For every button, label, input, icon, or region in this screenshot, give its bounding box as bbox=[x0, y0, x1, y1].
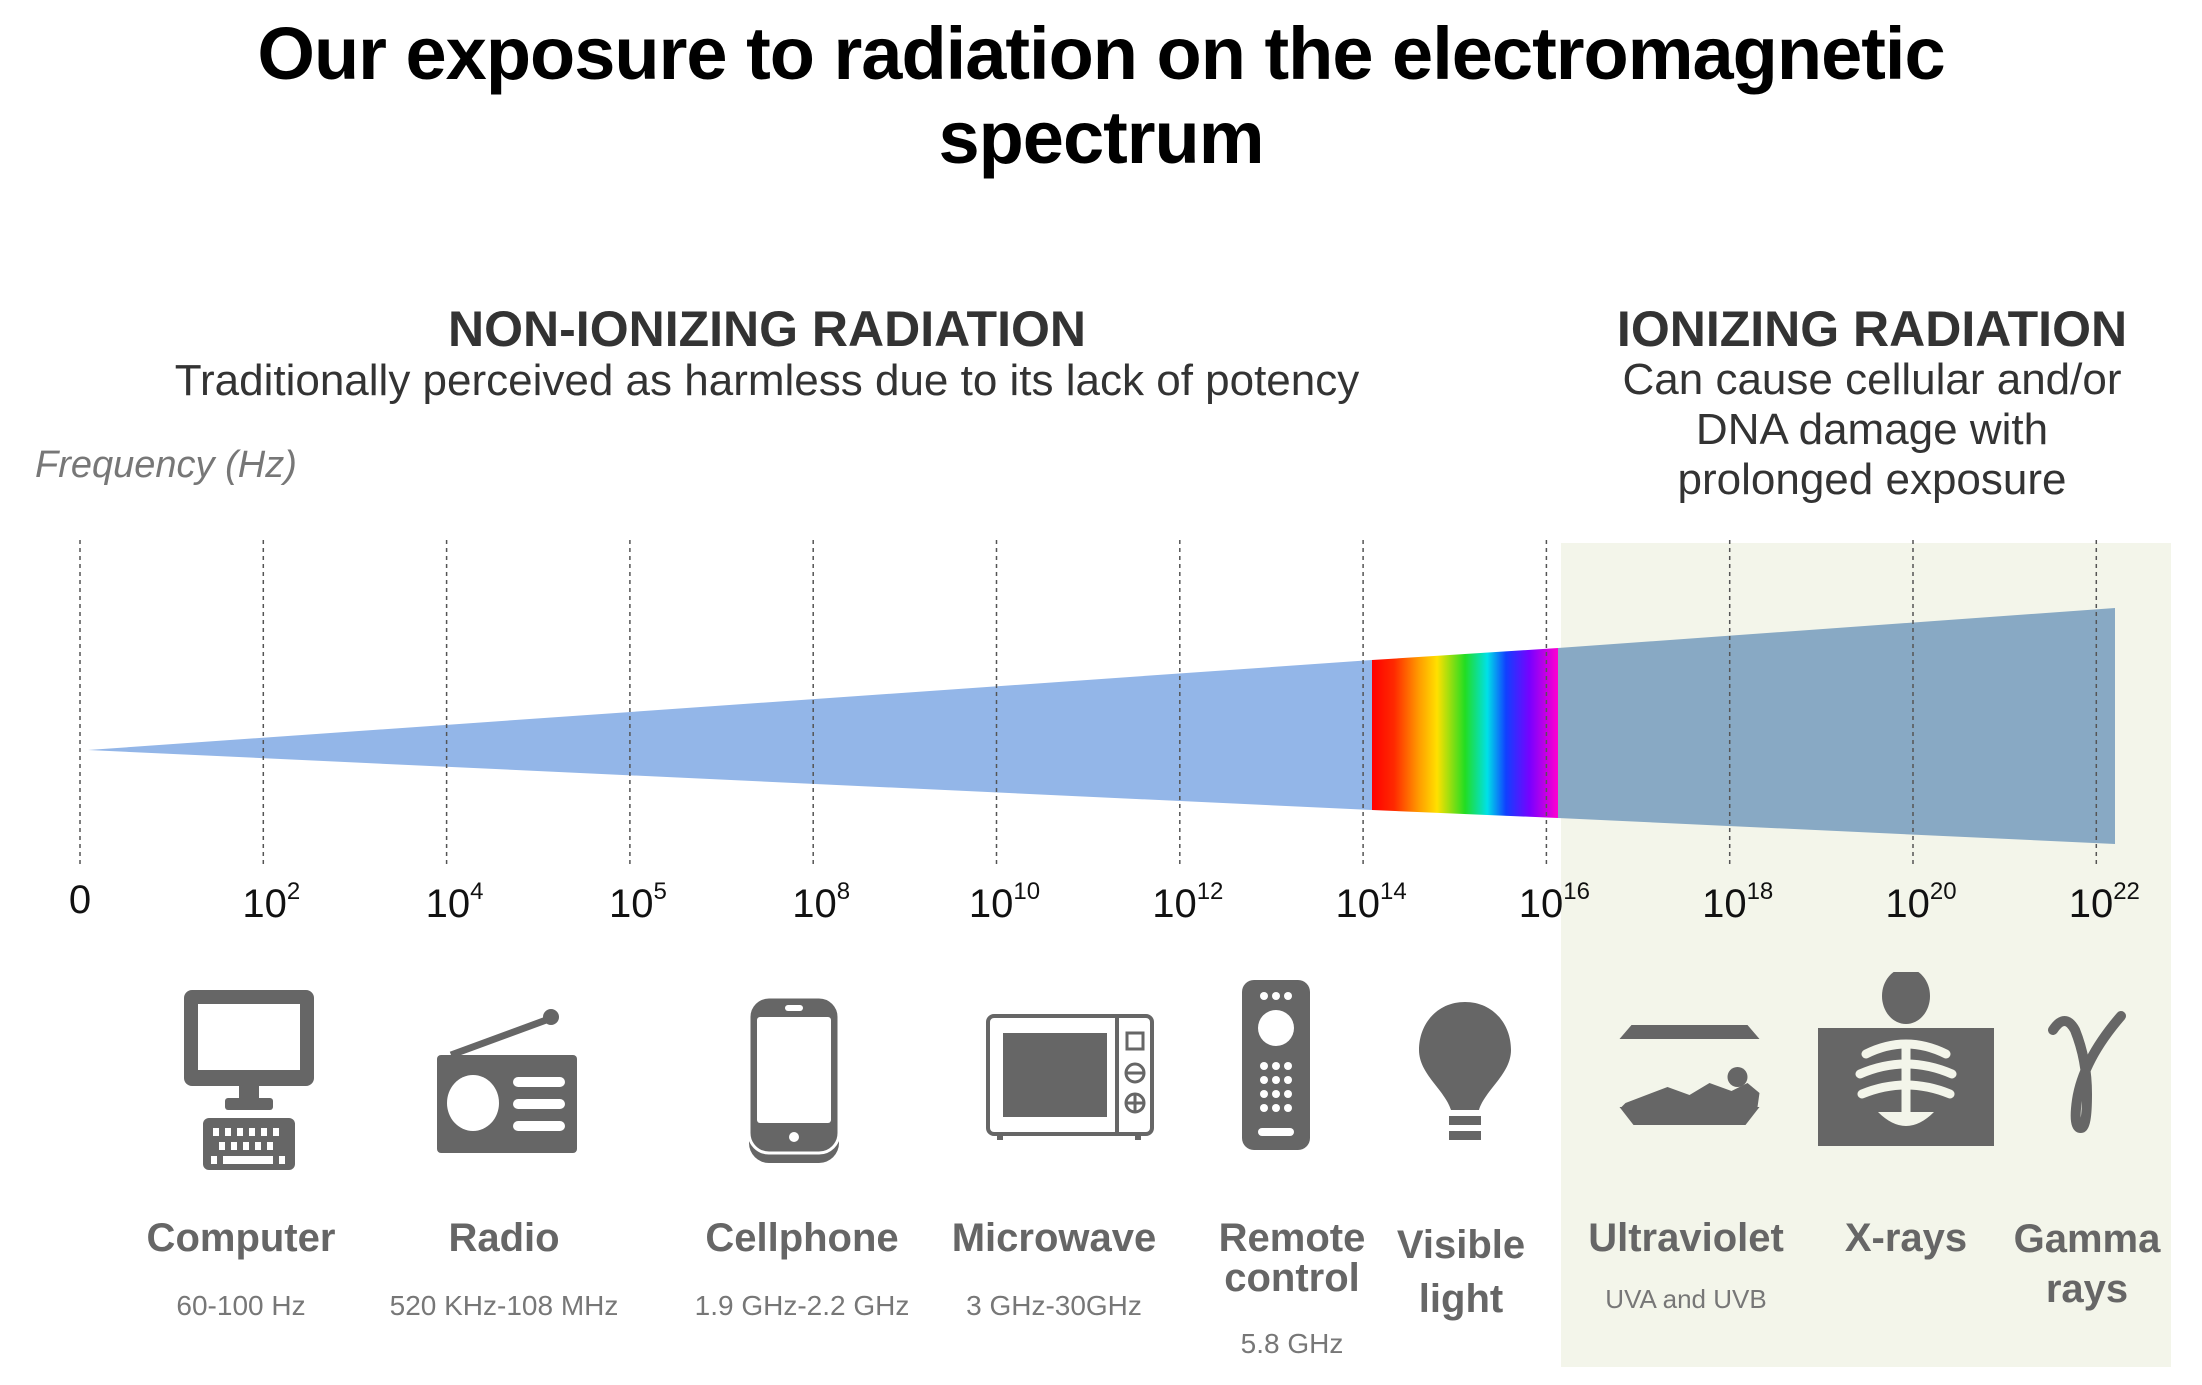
source-label-visible-light: Visible light bbox=[1397, 1218, 1525, 1326]
tick-label: 1022 bbox=[2069, 878, 2140, 927]
tick-label: 1018 bbox=[1702, 878, 1773, 927]
non-ionizing-heading: NON-IONIZING RADIATION bbox=[448, 301, 1086, 357]
tick-exponent: 10 bbox=[1013, 878, 1041, 905]
gamma-icon bbox=[2048, 1011, 2126, 1134]
tick-base: 10 bbox=[242, 882, 287, 926]
tick-label: 1016 bbox=[1519, 878, 1590, 927]
cellphone-icon bbox=[747, 995, 841, 1163]
computer-icon bbox=[184, 990, 314, 1170]
label-line: Remote bbox=[1218, 1216, 1366, 1260]
tick-exponent: 14 bbox=[1379, 878, 1407, 905]
ionizing-description-line: prolonged exposure bbox=[1677, 455, 2067, 504]
tick-exponent: 22 bbox=[2113, 878, 2140, 905]
non-ionizing-band bbox=[88, 660, 1372, 810]
source-label-microwave: Microwave bbox=[951, 1216, 1157, 1260]
source-label-ultraviolet: Ultraviolet bbox=[1588, 1216, 1784, 1260]
tick-base: 10 bbox=[1518, 882, 1564, 926]
source-range-computer: 60-100 Hz bbox=[176, 1290, 306, 1321]
microwave-icon bbox=[986, 1014, 1154, 1140]
title-line-2: spectrum bbox=[938, 96, 1264, 179]
non-ionizing-description: Traditionally perceived as harmless due … bbox=[174, 356, 1360, 405]
tick-exponent: 2 bbox=[286, 878, 301, 905]
label-line: Gamma bbox=[2013, 1217, 2161, 1261]
source-range-remote-control: 5.8 GHz bbox=[1240, 1328, 1344, 1359]
tick-label: 104 bbox=[426, 878, 484, 927]
tick-base: 10 bbox=[1335, 882, 1380, 926]
tick-label: 1012 bbox=[1152, 878, 1223, 927]
source-label-x-rays: X-rays bbox=[1844, 1216, 1968, 1260]
source-range-ultraviolet: UVA and UVB bbox=[1605, 1284, 1767, 1314]
source-label-radio: Radio bbox=[448, 1216, 560, 1260]
source-label-cellphone: Cellphone bbox=[705, 1216, 899, 1260]
label-line: light bbox=[1418, 1277, 1504, 1321]
tick-exponent: 5 bbox=[653, 878, 667, 905]
tick-label: 108 bbox=[792, 878, 850, 927]
tick-exponent: 8 bbox=[836, 878, 851, 905]
ionizing-description-line: Can cause cellular and/or bbox=[1622, 355, 2122, 404]
label-line: Visible bbox=[1396, 1223, 1526, 1267]
tick-base: 10 bbox=[425, 882, 471, 926]
x-ray-icon bbox=[1818, 972, 1994, 1146]
ionizing-band bbox=[1558, 608, 2115, 844]
tick-label: 102 bbox=[242, 878, 300, 927]
ionizing-heading: IONIZING RADIATION bbox=[1616, 301, 2128, 357]
tick-exponent: 4 bbox=[470, 878, 484, 905]
tanning-bed-icon bbox=[1619, 1025, 1760, 1125]
label-line: rays bbox=[2045, 1267, 2129, 1311]
source-range-radio: 520 KHz-108 MHz bbox=[389, 1290, 619, 1321]
tick-base: 0 bbox=[68, 878, 92, 922]
tick-base: 10 bbox=[968, 882, 1014, 926]
tick-base: 10 bbox=[792, 882, 837, 926]
source-label-computer: Computer bbox=[146, 1216, 336, 1260]
title-line-1: Our exposure to radiation on the electro… bbox=[257, 12, 1945, 95]
tick-label: 1010 bbox=[969, 878, 1040, 927]
tick-base: 10 bbox=[1702, 882, 1747, 926]
ionizing-description: Can cause cellular and/or DNA damage wit… bbox=[1623, 355, 2122, 505]
tick-label: 0 bbox=[69, 878, 91, 923]
tick-exponent: 12 bbox=[1196, 878, 1224, 905]
light-bulb-icon bbox=[1419, 1002, 1511, 1140]
radio-icon bbox=[437, 1009, 577, 1153]
source-label-remote-control: Remote control bbox=[1219, 1218, 1366, 1298]
remote-control-icon bbox=[1242, 980, 1310, 1150]
tick-label: 105 bbox=[609, 878, 667, 927]
axis-label: Frequency (Hz) bbox=[35, 444, 297, 486]
source-label-gamma-rays: Gamma rays bbox=[2014, 1214, 2161, 1314]
tick-base: 10 bbox=[2068, 882, 2114, 926]
tick-base: 10 bbox=[608, 882, 654, 926]
ionizing-description-line: DNA damage with bbox=[1695, 405, 2049, 454]
visible-light-band bbox=[1372, 648, 1558, 818]
tick-exponent: 16 bbox=[1563, 878, 1590, 905]
source-range-cellphone: 1.9 GHz-2.2 GHz bbox=[694, 1290, 910, 1321]
tick-base: 10 bbox=[1885, 882, 1930, 926]
label-line: control bbox=[1224, 1256, 1360, 1300]
tick-label: 1020 bbox=[1885, 878, 1956, 927]
tick-base: 10 bbox=[1152, 882, 1197, 926]
tick-exponent: 18 bbox=[1746, 878, 1774, 905]
source-range-microwave: 3 GHz-30GHz bbox=[966, 1290, 1142, 1321]
tick-exponent: 20 bbox=[1929, 878, 1957, 905]
tick-label: 1014 bbox=[1335, 878, 1406, 927]
